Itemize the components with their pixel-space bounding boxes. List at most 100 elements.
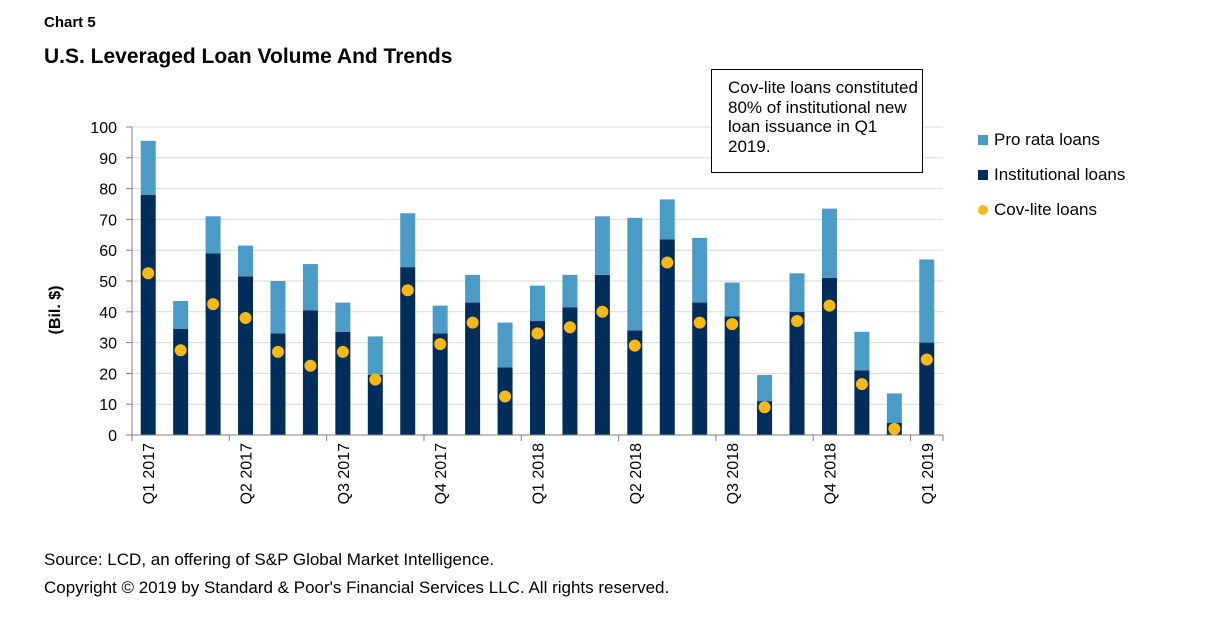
- bar-pro-rata: [302, 264, 318, 311]
- y-tick-labels: 0 10 20 30 40 50 60 70 80 90 100: [90, 120, 117, 445]
- bar-institutional: [562, 307, 578, 435]
- y-tick-label: 30: [99, 336, 117, 353]
- cov-lite-dot: [791, 315, 804, 328]
- cov-lite-dot: [499, 390, 512, 403]
- bar-pro-rata: [886, 393, 902, 423]
- bar-pro-rata: [757, 374, 773, 402]
- y-axis-label: (Bil. $): [47, 286, 64, 335]
- cov-lite-dot: [369, 373, 382, 386]
- x-tick-label: Q2 2018: [628, 443, 645, 504]
- cov-lite-dot: [628, 339, 641, 352]
- bar-institutional: [205, 253, 221, 435]
- y-tick-label: 10: [99, 397, 117, 414]
- bar-pro-rata: [367, 336, 383, 375]
- bar-institutional: [302, 310, 318, 435]
- legend-swatch-cov-lite: [978, 204, 988, 215]
- cov-lite-dot: [466, 316, 479, 329]
- source-note: Source: LCD, an offering of S&P Global M…: [44, 550, 495, 569]
- y-tick-label: 40: [99, 305, 117, 322]
- bar-pro-rata: [465, 274, 481, 303]
- bar-institutional: [140, 194, 156, 435]
- bar-institutional: [789, 311, 805, 435]
- y-tick-label: 50: [99, 274, 117, 291]
- bar-pro-rata: [530, 285, 545, 322]
- legend-swatch-pro-rata: [978, 134, 988, 145]
- bar-pro-rata: [497, 322, 513, 368]
- x-tick-label: Q1 2019: [920, 443, 937, 504]
- bar-pro-rata: [562, 274, 578, 308]
- bar-pro-rata: [692, 237, 708, 303]
- y-tick-label: 60: [99, 243, 117, 260]
- bar-pro-rata: [821, 208, 837, 278]
- x-tick-label: Q2 2017: [239, 443, 256, 504]
- cov-lite-dot: [304, 359, 317, 372]
- y-tick-label: 90: [99, 151, 117, 168]
- legend-label-pro-rata: Pro rata loans: [994, 129, 1100, 149]
- bar-institutional: [627, 330, 643, 435]
- cov-lite-dot: [563, 321, 576, 334]
- bar-institutional: [367, 374, 383, 435]
- bar-pro-rata: [205, 216, 221, 254]
- bar-institutional: [692, 302, 708, 435]
- cov-lite-dot: [434, 338, 447, 351]
- x-tick-label: Q1 2018: [531, 443, 548, 504]
- chart-title: U.S. Leveraged Loan Volume And Trends: [44, 45, 453, 68]
- bar-pro-rata: [400, 213, 416, 268]
- cov-lite-dot: [758, 401, 771, 414]
- cov-lite-dot: [336, 345, 349, 358]
- annotation-box: Cov-lite loans constituted 80% of instit…: [711, 69, 923, 173]
- bar-pro-rata: [270, 281, 286, 334]
- bar-pro-rata: [789, 273, 805, 312]
- bar-pro-rata: [594, 216, 610, 275]
- bar-institutional: [432, 333, 448, 435]
- bar-institutional: [465, 302, 481, 435]
- bar-pro-rata: [238, 245, 254, 277]
- bar-pro-rata: [173, 301, 189, 329]
- y-tick-label: 20: [99, 366, 117, 383]
- y-tick-label: 80: [99, 182, 117, 199]
- legend-item-pro-rata: Pro rata loans: [978, 122, 1125, 157]
- bar-institutional: [270, 333, 286, 435]
- cov-lite-dot: [401, 284, 414, 297]
- bar-institutional: [594, 274, 610, 435]
- bar-institutional: [400, 267, 416, 435]
- bar-pro-rata: [627, 217, 643, 331]
- cov-lite-dot: [271, 345, 284, 358]
- cov-lite-dot: [596, 305, 609, 318]
- bar-pro-rata: [140, 140, 156, 195]
- cov-lite-dot: [174, 344, 187, 357]
- chart-label: Chart 5: [44, 14, 96, 31]
- bar-pro-rata: [854, 331, 870, 371]
- x-tick-label: Q1 2017: [141, 443, 158, 504]
- copyright-note: Copyright © 2019 by Standard & Poor's Fi…: [44, 578, 670, 597]
- legend-label-institutional: Institutional loans: [994, 164, 1126, 184]
- axes-layer: [126, 126, 944, 441]
- legend-swatch-institutional: [978, 169, 988, 180]
- bar-institutional: [530, 321, 545, 435]
- bar-pro-rata: [335, 302, 351, 332]
- bar-pro-rata: [919, 259, 935, 343]
- bars-layer: [140, 140, 935, 435]
- legend: Pro rata loans Institutional loans Cov-l…: [978, 122, 1125, 227]
- bar-institutional: [821, 277, 837, 435]
- y-tick-label: 70: [99, 212, 117, 229]
- cov-lite-dot: [207, 298, 220, 311]
- x-tick-label: Q4 2017: [433, 443, 450, 504]
- legend-item-cov-lite: Cov-lite loans: [978, 192, 1125, 227]
- x-tick-label: Q3 2018: [725, 443, 742, 504]
- cov-lite-dot: [726, 318, 739, 331]
- bar-institutional: [724, 316, 740, 435]
- cov-lite-dot: [142, 267, 155, 280]
- cov-lite-dot: [920, 353, 933, 366]
- x-tick-labels: Q1 2017 Q2 2017 Q3 2017 Q4 2017 Q1 2018 Q2 20…: [141, 443, 937, 504]
- bar-pro-rata: [432, 305, 448, 334]
- y-tick-label: 100: [90, 120, 117, 137]
- bar-institutional: [173, 328, 189, 435]
- cov-lite-dot: [888, 422, 901, 435]
- cov-lite-dot: [855, 378, 868, 391]
- cov-lite-dot: [239, 311, 252, 324]
- y-tick-label: 0: [108, 428, 117, 445]
- bar-institutional: [919, 342, 935, 435]
- x-tick-label: Q3 2017: [336, 443, 353, 504]
